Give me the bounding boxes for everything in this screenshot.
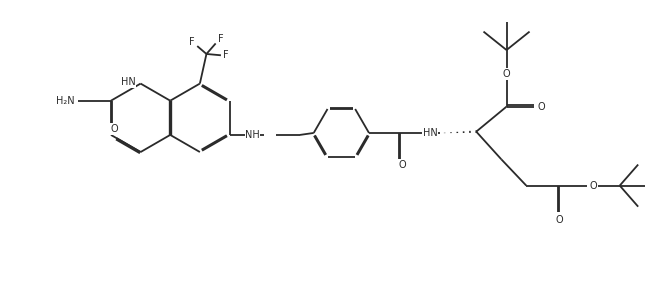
Text: F: F	[189, 37, 195, 47]
Text: HN: HN	[423, 128, 438, 138]
Text: O: O	[538, 102, 545, 112]
Text: HN: HN	[121, 77, 135, 87]
Text: O: O	[111, 124, 119, 134]
Text: H₂N: H₂N	[56, 96, 74, 106]
Text: F: F	[223, 50, 229, 60]
Text: O: O	[556, 215, 563, 225]
Text: NH: NH	[245, 130, 260, 140]
Text: F: F	[218, 35, 224, 44]
Text: O: O	[590, 181, 597, 190]
Text: O: O	[503, 69, 510, 79]
Text: O: O	[399, 160, 407, 170]
